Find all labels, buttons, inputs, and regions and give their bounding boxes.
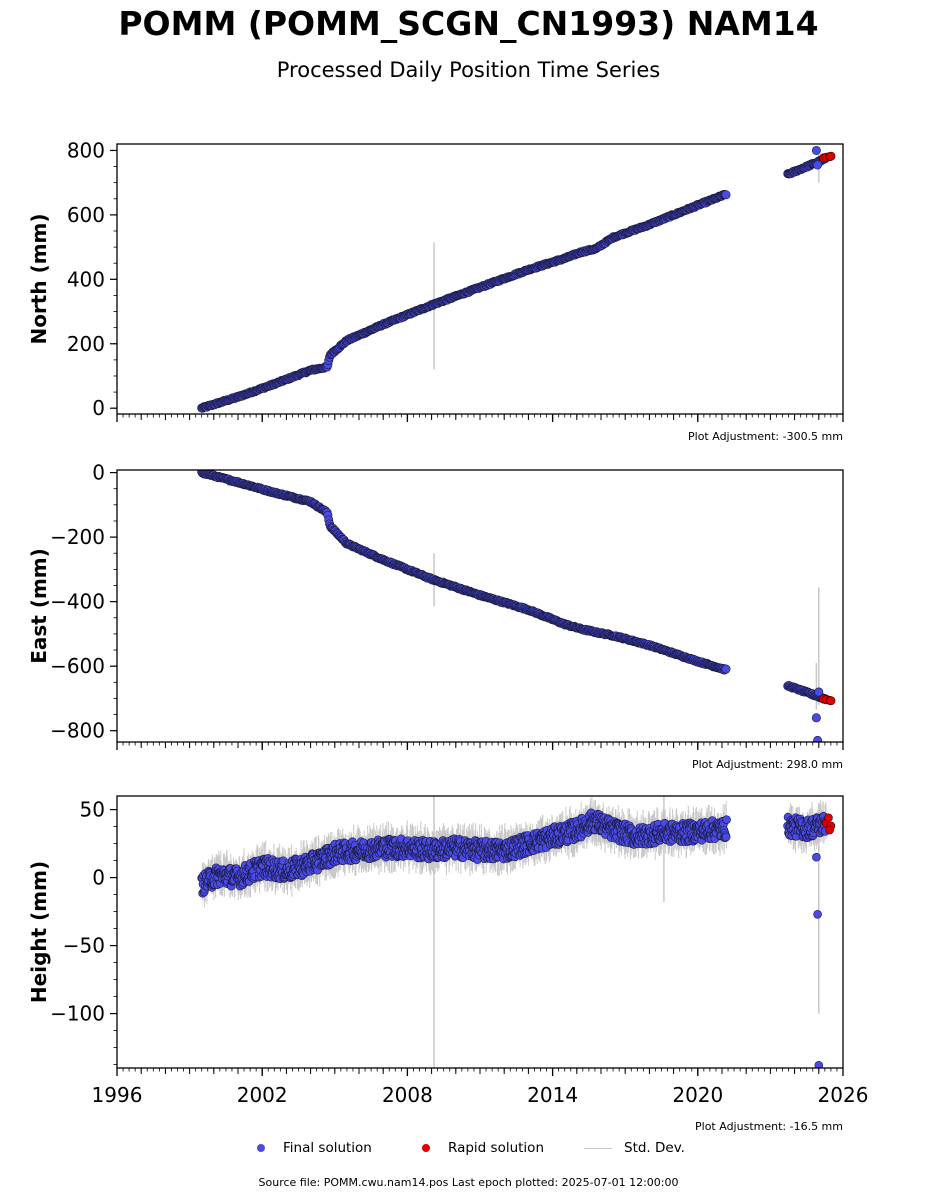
- panel-frame: [116, 143, 844, 415]
- x-tick-label: 2026: [818, 1083, 869, 1107]
- y-axis-label: Height (mm): [27, 861, 51, 1003]
- x-tick-label: 2014: [527, 1083, 578, 1107]
- y-axis-label: East (mm): [27, 548, 51, 664]
- rapid-points: [821, 813, 836, 835]
- final-point: [722, 815, 731, 824]
- source-caption: Source file: POMM.cwu.nam14.pos Last epo…: [258, 1176, 679, 1189]
- x-tick-label: 2002: [237, 1083, 288, 1107]
- panel-1: 0 200 400 600 800 North (mm) Plot Adjustment: …: [27, 138, 844, 443]
- final-point: [811, 145, 821, 155]
- final-points: [197, 808, 831, 1068]
- final-point: [813, 910, 822, 919]
- legend: Final solution Rapid solution Std. Dev.: [0, 1138, 937, 1158]
- rapid-point: [825, 825, 834, 835]
- legend-item-rapid: Rapid solution: [422, 1138, 544, 1158]
- final-marker-icon: [257, 1144, 265, 1152]
- rapid-point: [824, 813, 833, 823]
- plot-adjustment-label: Plot Adjustment: -300.5 mm: [688, 430, 843, 443]
- final-point: [813, 160, 823, 170]
- std-line-icon: [584, 1147, 612, 1149]
- panel-frame: [116, 469, 844, 743]
- x-tick-label: 2020: [672, 1083, 723, 1107]
- y-tick-label: −200: [50, 525, 105, 549]
- final-point: [721, 190, 731, 200]
- y-tick-label: 800: [67, 138, 105, 162]
- y-tick-label: 400: [67, 267, 105, 291]
- final-point: [813, 735, 823, 742]
- y-tick-label: 200: [67, 332, 105, 356]
- final-points: [197, 145, 831, 413]
- y-tick-label: −50: [63, 934, 105, 958]
- y-tick-label: −600: [50, 654, 105, 678]
- y-tick-label: −400: [50, 590, 105, 614]
- chart-title: POMM (POMM_SCGN_CN1993) NAM14: [118, 4, 819, 43]
- final-point: [814, 1060, 824, 1068]
- legend-item-std: Std. Dev.: [584, 1138, 685, 1158]
- x-tick-label: 2008: [382, 1083, 433, 1107]
- panel-data: [197, 796, 836, 1068]
- x-tick-label: 1996: [92, 1083, 143, 1107]
- final-point: [721, 664, 731, 674]
- legend-item-final: Final solution: [257, 1138, 372, 1158]
- chart-subtitle: Processed Daily Position Time Series: [276, 58, 661, 82]
- panel-2: 0 −200 −400 −600 −800 East (mm) Plot Adjustmen…: [27, 461, 844, 771]
- y-tick-label: 600: [67, 203, 105, 227]
- rapid-points: [819, 151, 836, 163]
- legend-label-std: Std. Dev.: [624, 1140, 685, 1156]
- final-point: [814, 687, 824, 697]
- rapid-point: [826, 151, 836, 161]
- y-tick-label: 50: [80, 798, 105, 822]
- y-tick-label: −100: [50, 1002, 105, 1026]
- legend-label-final: Final solution: [283, 1140, 372, 1156]
- std-dev-bars: [433, 153, 820, 370]
- y-tick-label: 0: [92, 461, 105, 485]
- panel-data: [197, 470, 836, 742]
- y-tick-label: 0: [92, 866, 105, 890]
- legend-label-rapid: Rapid solution: [448, 1140, 544, 1156]
- plot-adjustment-label: Plot Adjustment: 298.0 mm: [692, 758, 843, 771]
- final-point: [812, 852, 821, 862]
- final-points: [197, 470, 831, 742]
- y-tick-label: 0: [92, 396, 105, 420]
- rapid-marker-icon: [422, 1144, 430, 1152]
- std-dev-bars: [433, 553, 820, 710]
- y-tick-label: −800: [50, 719, 105, 743]
- final-point: [811, 713, 821, 723]
- y-axis-label: North (mm): [27, 213, 51, 344]
- panel-data: [197, 145, 836, 413]
- rapid-point: [826, 696, 836, 706]
- rapid-points: [819, 694, 836, 706]
- final-point: [721, 832, 731, 842]
- plot-adjustment-label: Plot Adjustment: -16.5 mm: [695, 1120, 843, 1133]
